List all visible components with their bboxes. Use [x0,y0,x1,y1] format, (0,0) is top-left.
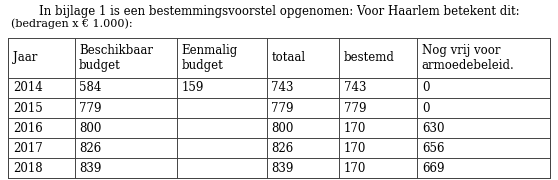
Text: (bedragen x € 1.000):: (bedragen x € 1.000): [11,19,133,30]
Text: 656: 656 [422,142,444,155]
Text: 584: 584 [79,81,102,94]
Text: 743: 743 [344,81,366,94]
Text: 170: 170 [344,142,366,155]
Text: Nog vrij voor
armoedebeleid.: Nog vrij voor armoedebeleid. [422,44,514,72]
Text: 2016: 2016 [13,122,42,135]
Text: 779: 779 [271,102,294,114]
Text: 2017: 2017 [13,142,42,155]
Text: bestemd: bestemd [344,51,395,64]
Text: 826: 826 [79,142,101,155]
Text: 630: 630 [422,122,444,135]
Text: 779: 779 [344,102,366,114]
Text: 839: 839 [79,162,102,175]
Text: 2014: 2014 [13,81,42,94]
Text: 159: 159 [181,81,204,94]
Text: 2015: 2015 [13,102,42,114]
Text: 743: 743 [271,81,294,94]
Text: 669: 669 [422,162,444,175]
Text: 800: 800 [79,122,102,135]
Text: 170: 170 [344,162,366,175]
Text: Beschikbaar
budget: Beschikbaar budget [79,44,153,72]
Text: 170: 170 [344,122,366,135]
Text: 839: 839 [271,162,294,175]
Text: Jaar: Jaar [13,51,37,64]
Text: Eenmalig
budget: Eenmalig budget [181,44,238,72]
Text: 0: 0 [422,102,429,114]
Text: 2018: 2018 [13,162,42,175]
Text: 800: 800 [271,122,294,135]
Text: 779: 779 [79,102,102,114]
Text: In bijlage 1 is een bestemmingsvoorstel opgenomen: Voor Haarlem betekent dit:: In bijlage 1 is een bestemmingsvoorstel … [39,4,519,17]
Text: 0: 0 [422,81,429,94]
Text: totaal: totaal [271,51,306,64]
Text: 826: 826 [271,142,294,155]
